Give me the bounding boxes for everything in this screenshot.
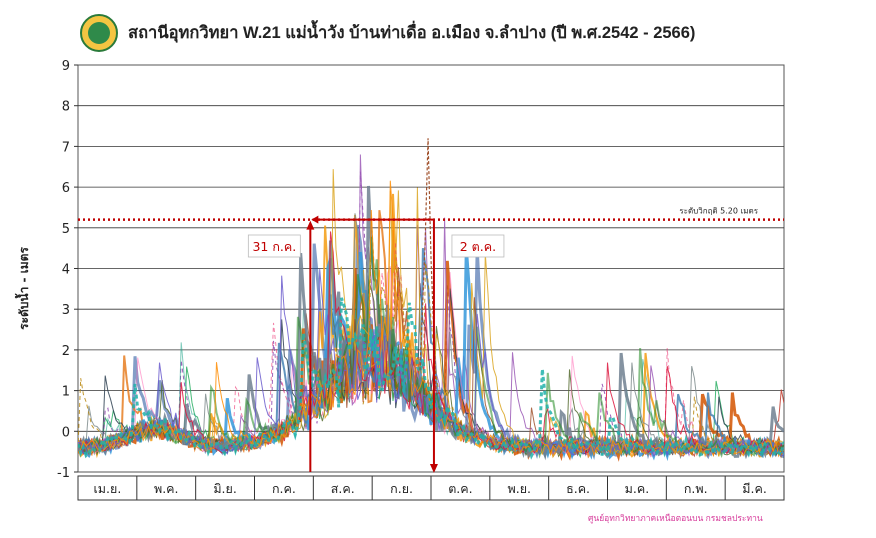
peak-series-line bbox=[419, 138, 437, 391]
y-tick-label: 8 bbox=[62, 100, 70, 115]
chart-title: สถานีอุทกวิทยา W.21 แม่น้ำวัง บ้านท่าเดื… bbox=[128, 24, 696, 42]
x-category-label: ก.พ. bbox=[684, 481, 708, 496]
y-tick-label: 7 bbox=[62, 140, 70, 155]
critical-level-label: ระดับวิกฤติ 5.20 เมตร bbox=[679, 207, 758, 216]
annotation-label-end-box bbox=[451, 234, 505, 258]
x-category-label: พ.ค. bbox=[154, 481, 179, 496]
x-category-label: ธ.ค. bbox=[566, 481, 590, 496]
y-tick-label: 6 bbox=[62, 181, 70, 196]
series-group bbox=[78, 138, 784, 462]
x-category-label: ก.ย. bbox=[390, 481, 413, 496]
y-tick-label: 3 bbox=[62, 303, 70, 318]
series-line bbox=[78, 297, 784, 460]
annotation-arrowhead-start bbox=[306, 220, 315, 230]
annotation-arrowhead-left bbox=[311, 215, 319, 224]
y-tick-label: 1 bbox=[62, 385, 70, 400]
series-line bbox=[78, 269, 784, 457]
y-tick-label: -1 bbox=[57, 466, 70, 481]
y-axis-label: ระดับน้ำ - เมตร bbox=[14, 247, 31, 330]
y-tick-label: 0 bbox=[62, 425, 70, 440]
x-category-label: เม.ย. bbox=[94, 481, 122, 496]
x-category-label: ม.ค. bbox=[625, 481, 650, 496]
x-category-label: มี.ค. bbox=[742, 481, 767, 496]
credit-text: ศูนย์อุทกวิทยาภาคเหนือตอนบน กรมชลประทาน bbox=[588, 513, 763, 523]
annotation-label-start: 31 ก.ค. bbox=[252, 239, 296, 254]
annotation-label-end: 2 ต.ค. bbox=[460, 239, 496, 254]
x-category-label: ก.ค. bbox=[272, 481, 296, 496]
y-tick-label: 2 bbox=[62, 344, 70, 359]
series-line bbox=[78, 236, 784, 459]
x-category-label: ส.ค. bbox=[331, 481, 355, 496]
annotation-label-start-box bbox=[247, 234, 301, 258]
x-category-label: มิ.ย. bbox=[213, 481, 237, 496]
x-category-label: พ.ย. bbox=[507, 481, 531, 496]
y-tick-label: 4 bbox=[62, 263, 70, 278]
series-line bbox=[78, 231, 784, 455]
annotation-arrowhead-end bbox=[429, 464, 438, 473]
agency-logo-icon bbox=[80, 14, 118, 52]
y-tick-label: 9 bbox=[62, 59, 70, 74]
x-category-label: ต.ค. bbox=[448, 481, 472, 496]
y-tick-label: 5 bbox=[62, 222, 70, 237]
